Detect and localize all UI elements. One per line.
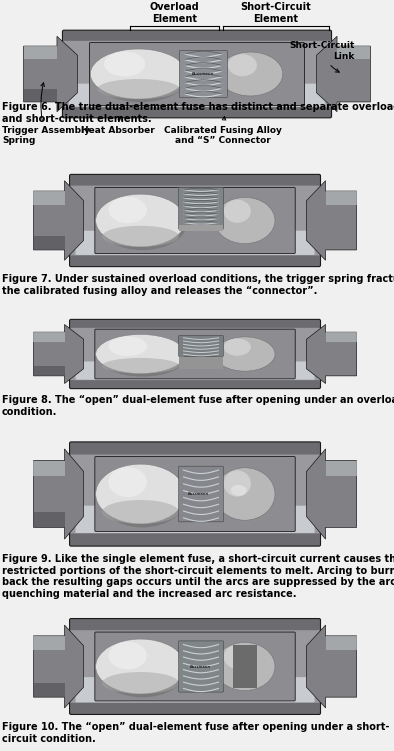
- Ellipse shape: [108, 336, 147, 356]
- FancyBboxPatch shape: [70, 174, 320, 267]
- Polygon shape: [307, 449, 357, 539]
- FancyBboxPatch shape: [180, 50, 227, 98]
- Ellipse shape: [228, 54, 257, 76]
- FancyBboxPatch shape: [95, 329, 295, 379]
- Polygon shape: [33, 625, 84, 708]
- Polygon shape: [317, 36, 370, 112]
- Ellipse shape: [96, 195, 185, 247]
- Text: Bussmann: Bussmann: [188, 492, 209, 496]
- FancyBboxPatch shape: [62, 30, 332, 118]
- Text: Overload
Element: Overload Element: [149, 2, 199, 24]
- Polygon shape: [33, 460, 65, 476]
- Text: Figure 8. The “open” dual-element fuse after opening under an overload
condition: Figure 8. The “open” dual-element fuse a…: [2, 395, 394, 417]
- Ellipse shape: [108, 642, 147, 669]
- Polygon shape: [325, 460, 357, 476]
- Bar: [233, 645, 256, 688]
- Bar: [179, 225, 223, 231]
- Ellipse shape: [108, 467, 147, 497]
- Ellipse shape: [218, 52, 283, 96]
- FancyBboxPatch shape: [70, 454, 320, 533]
- Text: Short-Circuit
Element: Short-Circuit Element: [240, 2, 311, 24]
- Ellipse shape: [98, 640, 187, 697]
- Ellipse shape: [224, 339, 251, 356]
- Ellipse shape: [102, 500, 179, 524]
- Text: Bussmann: Bussmann: [192, 72, 215, 76]
- Polygon shape: [33, 237, 65, 250]
- FancyBboxPatch shape: [70, 630, 320, 703]
- Text: Figure 7. Under sustained overload conditions, the trigger spring fractures
the : Figure 7. Under sustained overload condi…: [2, 274, 394, 296]
- Polygon shape: [33, 324, 84, 384]
- FancyBboxPatch shape: [70, 319, 320, 388]
- FancyBboxPatch shape: [76, 505, 314, 533]
- FancyBboxPatch shape: [70, 185, 320, 255]
- Text: Trigger Assembly
Spring: Trigger Assembly Spring: [2, 83, 90, 146]
- Ellipse shape: [96, 639, 185, 694]
- Ellipse shape: [98, 195, 187, 250]
- Ellipse shape: [96, 464, 185, 524]
- FancyBboxPatch shape: [76, 231, 314, 255]
- Polygon shape: [33, 191, 65, 204]
- FancyBboxPatch shape: [95, 632, 295, 701]
- FancyBboxPatch shape: [76, 677, 314, 702]
- Polygon shape: [33, 683, 65, 697]
- Ellipse shape: [96, 334, 185, 373]
- Ellipse shape: [224, 200, 251, 223]
- Ellipse shape: [215, 198, 275, 243]
- FancyBboxPatch shape: [70, 442, 320, 546]
- Ellipse shape: [215, 642, 275, 691]
- Ellipse shape: [102, 358, 179, 373]
- Ellipse shape: [224, 645, 251, 669]
- Ellipse shape: [93, 50, 188, 102]
- Ellipse shape: [97, 79, 180, 99]
- FancyBboxPatch shape: [178, 187, 223, 229]
- FancyBboxPatch shape: [178, 466, 223, 522]
- FancyBboxPatch shape: [63, 41, 331, 107]
- Text: Short-Circuit
Link: Short-Circuit Link: [289, 41, 355, 72]
- Polygon shape: [33, 366, 65, 376]
- Polygon shape: [307, 625, 357, 708]
- Text: Bussmann: Bussmann: [190, 665, 212, 668]
- Ellipse shape: [108, 197, 147, 223]
- Polygon shape: [33, 512, 65, 527]
- Polygon shape: [33, 449, 84, 539]
- FancyBboxPatch shape: [69, 83, 325, 107]
- Polygon shape: [24, 89, 57, 102]
- FancyBboxPatch shape: [95, 187, 295, 254]
- Polygon shape: [307, 181, 357, 261]
- FancyBboxPatch shape: [89, 43, 305, 105]
- Polygon shape: [307, 324, 357, 384]
- FancyBboxPatch shape: [95, 457, 295, 532]
- Polygon shape: [325, 332, 357, 342]
- Polygon shape: [33, 181, 84, 261]
- Ellipse shape: [98, 336, 187, 376]
- FancyBboxPatch shape: [178, 641, 223, 692]
- Ellipse shape: [224, 470, 251, 496]
- Ellipse shape: [102, 226, 179, 247]
- FancyBboxPatch shape: [178, 336, 223, 356]
- Ellipse shape: [215, 468, 275, 520]
- Polygon shape: [337, 46, 370, 59]
- Polygon shape: [325, 636, 357, 650]
- Text: Figure 9. Like the single element fuse, a short-circuit current causes the
restr: Figure 9. Like the single element fuse, …: [2, 554, 394, 599]
- Ellipse shape: [90, 49, 186, 99]
- FancyBboxPatch shape: [70, 328, 320, 380]
- Bar: [179, 357, 223, 369]
- Ellipse shape: [104, 52, 145, 77]
- Ellipse shape: [231, 485, 247, 496]
- Polygon shape: [24, 46, 57, 59]
- Text: Figure 10. The “open” dual-element fuse after opening under a short-
circuit con: Figure 10. The “open” dual-element fuse …: [2, 722, 389, 743]
- FancyBboxPatch shape: [70, 619, 320, 714]
- Ellipse shape: [102, 672, 179, 694]
- Ellipse shape: [98, 465, 187, 527]
- Polygon shape: [33, 636, 65, 650]
- Text: Calibrated Fusing Alloy
and “S” Connector: Calibrated Fusing Alloy and “S” Connecto…: [164, 116, 282, 146]
- Polygon shape: [33, 332, 65, 342]
- Polygon shape: [24, 36, 77, 112]
- Polygon shape: [325, 191, 357, 204]
- Ellipse shape: [215, 337, 275, 371]
- FancyBboxPatch shape: [76, 361, 314, 380]
- Text: Figure 6. The true dual-element fuse has distinct and separate overload
and shor: Figure 6. The true dual-element fuse has…: [2, 102, 394, 124]
- Text: Heat Absorber: Heat Absorber: [81, 116, 155, 135]
